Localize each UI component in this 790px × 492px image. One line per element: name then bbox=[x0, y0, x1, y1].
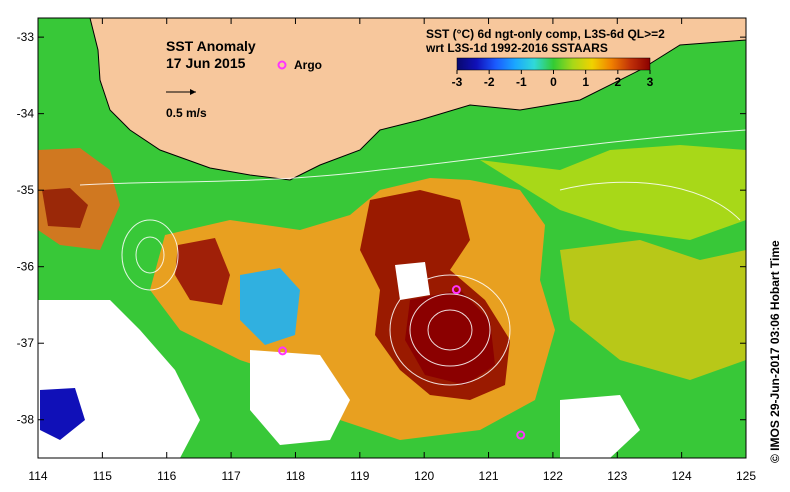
colorbar: SST (°C) 6d ngt-only comp, L3S-6d QL>=2 … bbox=[425, 27, 665, 89]
y-tick-label: -37 bbox=[17, 336, 35, 350]
x-tick-label: 119 bbox=[350, 469, 369, 483]
colorbar-gradient bbox=[456, 57, 651, 71]
argo-float-markers bbox=[278, 285, 526, 440]
colorbar-tick-label: -2 bbox=[484, 75, 495, 89]
no-data-area-south bbox=[250, 350, 350, 445]
warm-anomaly-eddy-core bbox=[405, 290, 495, 385]
map-title: SST Anomaly bbox=[166, 38, 256, 54]
x-tick-label: 123 bbox=[607, 469, 627, 483]
colorbar-title-line1: SST (°C) 6d ngt-only comp, L3S-6d QL>=2 bbox=[426, 27, 665, 41]
warm-anomaly-east bbox=[480, 145, 746, 240]
warm-anomaly-116 bbox=[175, 238, 230, 305]
argo-float-marker bbox=[278, 346, 288, 356]
velocity-scale-label: 0.5 m/s bbox=[166, 106, 207, 120]
x-tick-label: 122 bbox=[543, 469, 563, 483]
x-tick-label: 118 bbox=[286, 469, 305, 483]
colorbar-title-line2: wrt L3S-1d 1992-2016 SSTAARS bbox=[425, 41, 608, 55]
velocity-scale: 0.5 m/s bbox=[166, 89, 207, 120]
y-tick-label: -36 bbox=[17, 260, 35, 274]
y-tick-label: -33 bbox=[17, 30, 35, 44]
ssh-contours bbox=[79, 129, 746, 386]
warm-anomaly-east2 bbox=[560, 240, 746, 380]
x-tick-label: 114 bbox=[28, 469, 47, 483]
x-tick-label: 117 bbox=[222, 469, 241, 483]
y-tick-label: -35 bbox=[17, 183, 35, 197]
x-tick-label: 125 bbox=[736, 469, 756, 483]
colorbar-tick-label: 0 bbox=[550, 75, 557, 89]
colorbar-tick-labels: -3 -2 -1 0 1 2 3 bbox=[452, 70, 654, 89]
x-axis: 114 115 116 117 118 119 120 121 122 123 124 125 bbox=[28, 18, 756, 483]
colorbar-tick-label: 1 bbox=[582, 75, 589, 89]
colorbar-tick-label: 2 bbox=[614, 75, 621, 89]
argo-marker-icon bbox=[277, 60, 287, 70]
argo-float-marker bbox=[451, 285, 461, 295]
colorbar-tick-label: -3 bbox=[452, 75, 463, 89]
credit-text: © IMOS 29-Jun-2017 03:06 Hobart Time bbox=[768, 240, 782, 463]
warm-anomaly-west-core bbox=[42, 188, 88, 228]
argo-float-marker bbox=[516, 430, 526, 440]
y-tick-label: -38 bbox=[17, 413, 35, 427]
plot-frame bbox=[37, 17, 747, 459]
colorbar-tick-label: -1 bbox=[516, 75, 527, 89]
cool-anomaly-117 bbox=[240, 268, 300, 345]
y-tick-label: -34 bbox=[17, 107, 35, 121]
y-axis: -33-34-35-36-37-38 bbox=[17, 30, 746, 427]
argo-legend: Argo bbox=[277, 58, 322, 72]
x-tick-label: 116 bbox=[157, 469, 176, 483]
x-tick-label: 115 bbox=[93, 469, 112, 483]
x-tick-label: 120 bbox=[414, 469, 434, 483]
colorbar-tick-label: 3 bbox=[647, 75, 654, 89]
x-tick-label: 121 bbox=[479, 469, 499, 483]
no-data-area-southeast bbox=[560, 395, 640, 458]
x-tick-label: 124 bbox=[672, 469, 692, 483]
no-data-area-eddy bbox=[395, 262, 430, 300]
argo-legend-label: Argo bbox=[294, 58, 322, 72]
cold-anomaly-southwest bbox=[40, 388, 85, 440]
map-date: 17 Jun 2015 bbox=[166, 55, 246, 71]
